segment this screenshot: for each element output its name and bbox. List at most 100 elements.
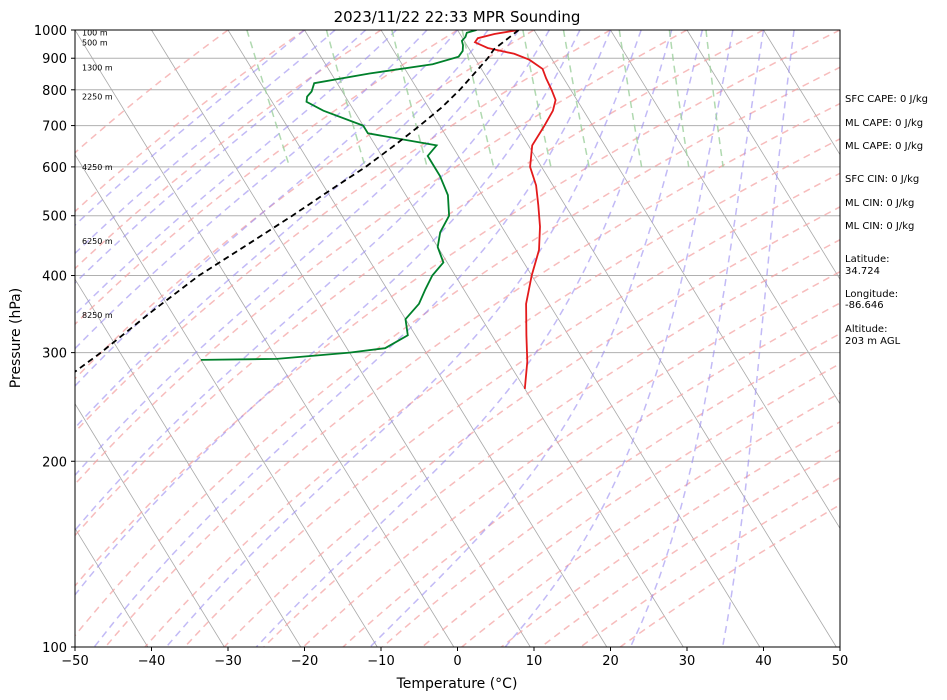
moist-adiabat bbox=[75, 30, 520, 477]
x-tick-label: −50 bbox=[61, 654, 88, 669]
y-tick-label: 800 bbox=[42, 84, 67, 99]
y-axis-ticks: 100 200 300 400 500 600 700 800 900 1000 bbox=[34, 24, 75, 656]
x-tick-label: −20 bbox=[291, 654, 318, 669]
height-label: 2250 m bbox=[82, 93, 113, 102]
isotherm-line bbox=[610, 30, 840, 405]
isotherm-line bbox=[75, 403, 225, 647]
moist-adiabat bbox=[75, 30, 367, 285]
dry-adiabat bbox=[263, 238, 840, 647]
dry-adiabat bbox=[75, 66, 840, 637]
side-annotation: Longitude: bbox=[845, 289, 898, 300]
moist-adiabat bbox=[75, 30, 550, 532]
x-tick-label: 0 bbox=[453, 654, 461, 669]
mixing-ratio-line bbox=[668, 30, 690, 168]
moist-adiabat bbox=[75, 30, 581, 596]
isotherm-line bbox=[151, 30, 531, 647]
mixing-ratio-line bbox=[562, 30, 590, 168]
dry-adiabat bbox=[75, 30, 840, 588]
isotherm-line bbox=[75, 527, 149, 647]
dry-adiabat bbox=[104, 102, 840, 647]
dry-adiabat bbox=[382, 332, 840, 647]
mixing-ratio-line bbox=[618, 30, 643, 168]
side-annotation: Latitude: bbox=[845, 254, 890, 265]
moist-adiabat bbox=[255, 30, 673, 647]
isotherm-line bbox=[686, 30, 840, 280]
y-tick-label: 700 bbox=[42, 120, 67, 135]
height-label: 4250 m bbox=[82, 163, 113, 172]
moist-adiabat bbox=[369, 30, 704, 647]
dry-adiabat bbox=[619, 503, 840, 647]
y-tick-label: 900 bbox=[42, 52, 67, 67]
side-annotation: SFC CAPE: 0 J/kg bbox=[845, 94, 928, 105]
mixing-ratio-line bbox=[461, 30, 495, 168]
x-tick-label: −10 bbox=[367, 654, 394, 669]
mixing-ratio-line bbox=[325, 30, 366, 168]
x-tick-label: 40 bbox=[755, 654, 772, 669]
isotherm-line bbox=[227, 30, 608, 647]
dry-adiabat bbox=[223, 206, 840, 647]
isotherm-line bbox=[75, 153, 378, 647]
mixing-ratio-line bbox=[246, 30, 291, 168]
dry-adiabat bbox=[75, 30, 229, 154]
side-annotation: Altitude: bbox=[845, 324, 887, 335]
x-tick-label: −40 bbox=[138, 654, 165, 669]
parcel-profile bbox=[75, 30, 520, 373]
x-tick-label: 30 bbox=[679, 654, 696, 669]
moist-adiabat bbox=[75, 30, 397, 316]
dry-adiabat bbox=[75, 30, 305, 213]
isotherm-line bbox=[75, 30, 455, 647]
x-tick-label: 50 bbox=[832, 654, 849, 669]
dewpoint-profile bbox=[200, 30, 477, 361]
moist-adiabat bbox=[629, 30, 765, 647]
y-tick-label: 200 bbox=[42, 455, 67, 470]
moist-adiabat bbox=[165, 30, 642, 647]
dry-adiabat bbox=[75, 30, 688, 486]
dry-adiabat bbox=[302, 270, 840, 647]
height-label: 500 m bbox=[82, 38, 108, 47]
y-tick-label: 100 bbox=[42, 641, 67, 656]
background-lines bbox=[75, 30, 840, 647]
isotherm-line bbox=[380, 30, 761, 647]
dry-adiabat bbox=[75, 30, 611, 433]
dry-adiabat bbox=[75, 30, 764, 537]
series-layer bbox=[75, 30, 557, 389]
dry-adiabat bbox=[342, 302, 840, 647]
height-label: 100 m bbox=[82, 29, 108, 38]
height-label: 1300 m bbox=[82, 63, 113, 72]
moist-adiabat bbox=[75, 30, 428, 350]
side-annotation: SFC CIN: 0 J/kg bbox=[845, 174, 919, 185]
isotherm-line bbox=[763, 30, 840, 156]
side-annotation: ML CAPE: 0 J/kg bbox=[845, 118, 923, 129]
side-annotation: ML CIN: 0 J/kg bbox=[845, 221, 914, 232]
chart-title: 2023/11/22 22:33 MPR Sounding bbox=[334, 8, 581, 26]
moist-adiabat bbox=[93, 30, 612, 647]
side-annotation: 203 m AGL bbox=[845, 336, 901, 347]
dry-adiabat bbox=[75, 30, 458, 326]
dry-adiabat bbox=[540, 449, 840, 647]
side-annotation: ML CIN: 0 J/kg bbox=[845, 198, 914, 209]
dry-adiabat bbox=[75, 30, 535, 380]
y-axis-label: Pressure (hPa) bbox=[8, 288, 24, 388]
isotherm-line bbox=[457, 30, 837, 647]
isotherm-line bbox=[75, 278, 302, 647]
y-tick-label: 600 bbox=[42, 161, 67, 176]
y-tick-label: 1000 bbox=[34, 24, 67, 39]
dry-adiabat bbox=[184, 172, 840, 647]
side-annotation: 34.724 bbox=[845, 266, 880, 277]
dry-adiabat bbox=[461, 392, 840, 647]
dry-adiabat bbox=[144, 138, 840, 647]
x-axis-label: Temperature (°C) bbox=[396, 676, 518, 692]
x-tick-label: −30 bbox=[214, 654, 241, 669]
side-annotation: ML CAPE: 0 J/kg bbox=[845, 141, 923, 152]
y-tick-label: 400 bbox=[42, 270, 67, 285]
height-label: 8250 m bbox=[82, 311, 113, 320]
side-annotation: -86.646 bbox=[845, 300, 884, 311]
moist-adiabat bbox=[721, 30, 795, 647]
x-tick-label: 20 bbox=[602, 654, 619, 669]
mixing-ratio-line bbox=[705, 30, 724, 168]
temperature-profile bbox=[473, 30, 557, 389]
height-label: 6250 m bbox=[82, 237, 113, 246]
y-tick-label: 300 bbox=[42, 347, 67, 362]
